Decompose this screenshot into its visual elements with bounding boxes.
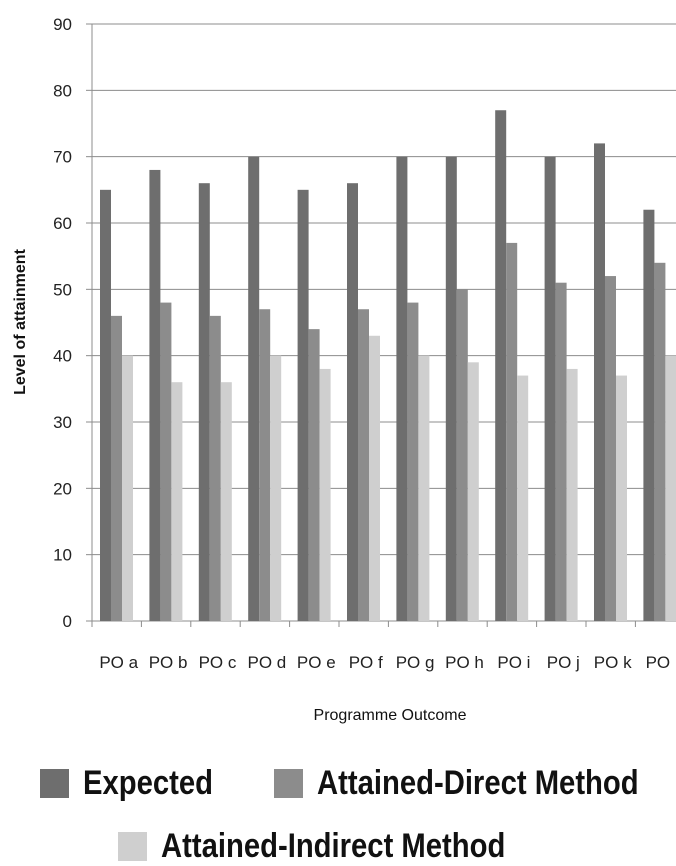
bar-attained-indirect-method-po-i	[517, 375, 529, 621]
x-tick-label: PO i	[497, 653, 530, 672]
bar-attained-direct-method-po-d	[259, 309, 271, 621]
bar-attained-direct-method-po-a	[111, 315, 122, 621]
legend-item-indirect: Attained-Indirect Method	[118, 827, 561, 866]
y-tick-label: 50	[53, 280, 72, 299]
bar-expected-po-l	[643, 209, 655, 621]
x-tick-label: PO g	[396, 653, 435, 672]
bars	[100, 110, 676, 622]
bar-expected-po-c	[198, 183, 210, 621]
bar-attained-indirect-method-po-c	[220, 382, 232, 621]
legend-label-indirect: Attained-Indirect Method	[161, 827, 506, 865]
x-tick-label: PO b	[149, 653, 188, 672]
bar-attained-indirect-method-po-k	[616, 375, 627, 621]
bar-attained-direct-method-po-k	[605, 276, 616, 621]
y-tick-label: 20	[53, 479, 72, 498]
bar-attained-direct-method-po-h	[456, 289, 468, 621]
bar-attained-direct-method-po-b	[160, 302, 172, 621]
bar-attained-direct-method-po-j	[555, 282, 567, 621]
bar-attained-indirect-method-po-f	[369, 335, 380, 621]
axes	[86, 23, 676, 627]
bar-attained-indirect-method-po-j	[566, 368, 578, 621]
bar-attained-indirect-method-po-b	[171, 382, 183, 621]
bar-attained-indirect-method-po-l	[665, 355, 676, 621]
x-tick-label: PO k	[594, 653, 632, 672]
bar-attained-indirect-method-po-g	[418, 355, 430, 621]
bar-expected-po-e	[297, 189, 309, 622]
y-tick-label: 80	[53, 81, 72, 100]
x-tick-label: PO j	[547, 653, 580, 672]
bar-expected-po-f	[347, 183, 358, 621]
x-tick-label: PO l	[646, 653, 676, 672]
legend-swatch-expected	[40, 769, 69, 798]
bar-expected-po-i	[495, 110, 507, 621]
x-tick-label: PO c	[199, 653, 237, 672]
x-tick-label: PO f	[349, 653, 383, 672]
bar-attained-direct-method-po-l	[654, 262, 666, 621]
bar-attained-indirect-method-po-e	[319, 368, 331, 621]
bar-attained-direct-method-po-c	[209, 315, 221, 621]
bar-attained-direct-method-po-f	[358, 309, 369, 621]
bar-attained-indirect-method-po-h	[467, 362, 479, 621]
bar-expected-po-h	[445, 156, 457, 621]
x-tick-label: PO h	[445, 653, 484, 672]
x-tick-label: PO a	[99, 653, 138, 672]
x-axis-title: Programme Outcome	[314, 707, 467, 724]
grid-lines	[92, 23, 676, 556]
y-tick-label: 10	[53, 546, 72, 565]
legend-swatch-indirect	[118, 832, 147, 861]
x-tick-label: PO d	[248, 653, 287, 672]
y-tick-label: 30	[53, 413, 72, 432]
tick-labels: 0 10 20 30 40 50 60 70 80 90 PO a PO b PO c PO d PO e P…	[53, 15, 676, 672]
legend-label-expected: Expected	[83, 764, 214, 802]
bar-expected-po-d	[248, 156, 260, 621]
y-tick-label: 60	[53, 214, 72, 233]
y-axis-title: Level of attainment	[12, 248, 29, 394]
y-tick-label: 40	[53, 347, 72, 366]
y-tick-label: 90	[53, 15, 72, 34]
bar-expected-po-a	[100, 189, 111, 622]
bar-expected-po-k	[594, 143, 605, 621]
bar-expected-po-b	[149, 169, 161, 621]
bar-attained-indirect-method-po-d	[270, 355, 282, 621]
legend-swatch-direct	[274, 769, 303, 798]
bar-attained-direct-method-po-i	[506, 242, 518, 621]
bar-attained-direct-method-po-g	[407, 302, 419, 621]
bar-expected-po-j	[544, 156, 556, 621]
legend-label-direct: Attained-Direct Method	[317, 764, 639, 802]
y-tick-label: 70	[53, 148, 72, 167]
bar-expected-po-g	[396, 156, 408, 621]
legend-item-expected: Expected	[40, 764, 234, 803]
legend-item-direct: Attained-Direct Method	[274, 764, 676, 803]
bar-attained-direct-method-po-e	[308, 329, 320, 621]
y-tick-label: 0	[63, 612, 72, 631]
x-tick-label: PO e	[297, 653, 336, 672]
bar-attained-indirect-method-po-a	[122, 355, 133, 621]
